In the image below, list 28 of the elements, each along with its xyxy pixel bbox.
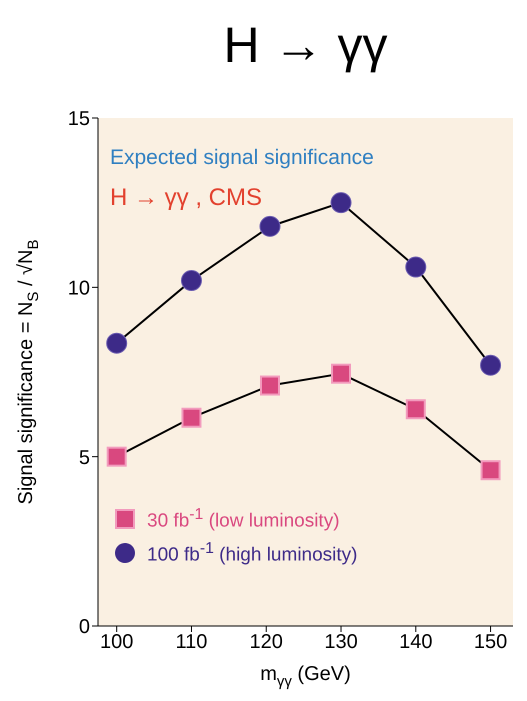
- point: [480, 354, 502, 376]
- annotation: Expected signal significance: [110, 146, 374, 170]
- x-tick-label: 100: [100, 631, 134, 654]
- y-tick-label: 10: [68, 277, 90, 300]
- x-tick-label: 110: [176, 631, 208, 654]
- x-tick-label: 130: [324, 631, 358, 654]
- x-axis-title: m$_{γγ}$ (GeV): [260, 663, 351, 690]
- point: [260, 376, 280, 396]
- x-tick-label: 140: [399, 631, 432, 654]
- legend-label: 100 fb$^{-1}$ (high luminosity): [147, 540, 358, 567]
- point: [331, 364, 352, 384]
- point: [406, 399, 426, 420]
- point: [106, 446, 127, 467]
- point: [480, 460, 501, 480]
- chart-title: H → γγ: [222, 16, 388, 74]
- point: [259, 216, 280, 237]
- point: [330, 192, 352, 214]
- legend-label: 30 fb$^{-1}$ (low luminosity): [147, 506, 340, 532]
- y-tick-label: 0: [78, 616, 90, 638]
- point: [405, 256, 426, 278]
- y-tick-label: 5: [78, 446, 90, 469]
- annotation: H → γγ , CMS: [110, 184, 262, 212]
- point: [180, 270, 202, 292]
- point: [181, 408, 202, 428]
- x-tick-label: 120: [250, 631, 283, 654]
- point: [106, 332, 128, 354]
- y-tick-label: 15: [68, 108, 90, 130]
- x-tick-label: 150: [474, 631, 508, 654]
